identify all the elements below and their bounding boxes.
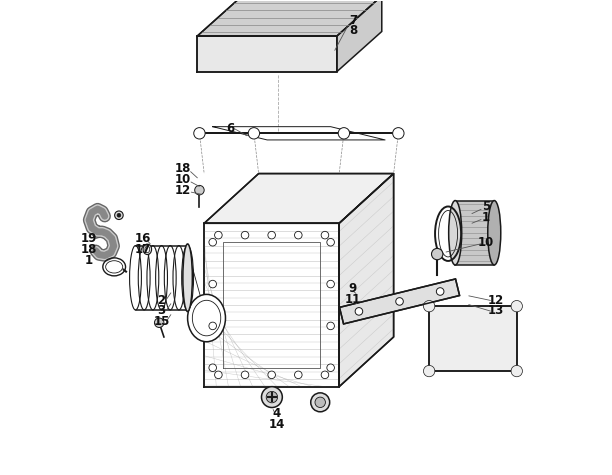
Circle shape <box>209 364 217 371</box>
Text: 19: 19 <box>81 232 97 245</box>
Ellipse shape <box>192 300 221 336</box>
Polygon shape <box>197 0 382 36</box>
Text: 13: 13 <box>487 304 504 317</box>
Circle shape <box>393 128 404 139</box>
Text: 12: 12 <box>487 294 504 306</box>
Circle shape <box>321 231 329 239</box>
Polygon shape <box>197 36 337 72</box>
Circle shape <box>396 298 403 305</box>
Circle shape <box>327 322 334 330</box>
Text: 14: 14 <box>269 418 285 431</box>
Circle shape <box>241 231 249 239</box>
Text: 17: 17 <box>135 243 151 256</box>
Circle shape <box>195 185 204 195</box>
Circle shape <box>511 365 523 377</box>
Circle shape <box>261 387 282 408</box>
Text: 9: 9 <box>348 282 357 295</box>
Circle shape <box>327 238 334 246</box>
Circle shape <box>355 308 363 315</box>
Polygon shape <box>339 173 394 387</box>
Polygon shape <box>429 306 517 371</box>
Circle shape <box>194 128 205 139</box>
Circle shape <box>424 365 435 377</box>
Circle shape <box>209 238 217 246</box>
Circle shape <box>511 301 523 312</box>
Text: 18: 18 <box>81 243 97 256</box>
Circle shape <box>266 391 278 403</box>
Circle shape <box>209 280 217 288</box>
Circle shape <box>268 231 275 239</box>
Circle shape <box>215 371 222 379</box>
Text: 3: 3 <box>157 304 166 317</box>
Text: 16: 16 <box>135 232 151 245</box>
Circle shape <box>117 213 121 217</box>
Circle shape <box>315 397 326 408</box>
Circle shape <box>209 322 217 330</box>
Circle shape <box>338 128 349 139</box>
FancyBboxPatch shape <box>455 200 494 265</box>
Circle shape <box>114 211 123 219</box>
Ellipse shape <box>145 246 150 253</box>
Circle shape <box>294 231 302 239</box>
Circle shape <box>248 128 259 139</box>
Circle shape <box>431 248 443 260</box>
Circle shape <box>327 280 334 288</box>
Polygon shape <box>188 250 201 338</box>
Circle shape <box>241 371 249 379</box>
Circle shape <box>311 393 330 412</box>
Text: 11: 11 <box>345 293 360 306</box>
Circle shape <box>424 301 435 312</box>
Ellipse shape <box>183 244 192 312</box>
Ellipse shape <box>449 200 461 265</box>
Polygon shape <box>204 173 394 223</box>
Text: 15: 15 <box>154 315 170 328</box>
Text: 8: 8 <box>349 24 357 37</box>
Text: 12: 12 <box>175 184 191 197</box>
Circle shape <box>294 371 302 379</box>
Text: 10: 10 <box>478 236 494 249</box>
Text: 6: 6 <box>226 122 234 135</box>
Circle shape <box>327 364 334 371</box>
Text: 10: 10 <box>175 173 191 186</box>
Circle shape <box>215 231 222 239</box>
Circle shape <box>268 371 275 379</box>
Circle shape <box>154 318 164 327</box>
Ellipse shape <box>188 294 225 342</box>
Text: 18: 18 <box>174 162 191 175</box>
Ellipse shape <box>143 244 152 255</box>
Text: 5: 5 <box>482 200 490 213</box>
Text: 4: 4 <box>272 407 281 420</box>
Polygon shape <box>337 0 382 72</box>
Text: 2: 2 <box>157 294 166 306</box>
Polygon shape <box>340 279 460 324</box>
Text: 7: 7 <box>349 14 357 27</box>
Circle shape <box>321 371 329 379</box>
Text: 1: 1 <box>482 211 490 224</box>
Circle shape <box>436 288 444 295</box>
Text: 1: 1 <box>85 254 93 267</box>
Polygon shape <box>204 223 339 387</box>
Ellipse shape <box>488 200 501 265</box>
